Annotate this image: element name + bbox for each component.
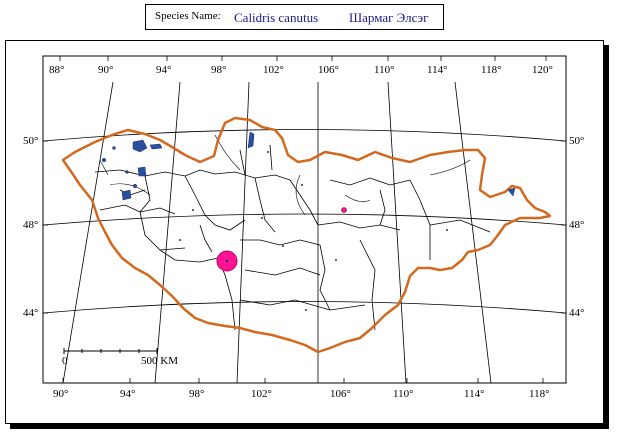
- lake-achit: [121, 189, 132, 201]
- lon-top-label: 102°: [263, 64, 284, 76]
- lat-right-label: 48°: [569, 219, 584, 231]
- lon-top-label: 118°: [481, 64, 502, 76]
- lat-left-label: 44°: [23, 307, 38, 319]
- lon-top-label: 120°: [532, 64, 553, 76]
- lat-right-label: 44°: [569, 307, 584, 319]
- lon-top-label: 106°: [318, 64, 339, 76]
- meridian-90: [62, 81, 114, 384]
- lon-bottom-label: 110°: [393, 388, 414, 400]
- settlements: [178, 150, 449, 312]
- meridian-106: [387, 81, 407, 384]
- lake-dot-1: [101, 157, 107, 163]
- lake-buir: [507, 187, 516, 197]
- lon-top-label: 94°: [156, 64, 171, 76]
- lake-dot-3: [125, 170, 129, 174]
- border-ticks: [43, 56, 566, 383]
- scale-end-label: 500 KM: [141, 355, 178, 367]
- lon-bottom-label: 98°: [189, 388, 204, 400]
- right-latitude-labels: 50° 48° 44°: [569, 135, 584, 319]
- lat-left-label: 48°: [23, 219, 38, 231]
- lake-small-north: [149, 143, 163, 150]
- lon-top-label: 90°: [98, 64, 113, 76]
- lon-top-label: 114°: [427, 64, 448, 76]
- species-name-box: Species Name: Calidris canutus Шармаг Эл…: [145, 4, 444, 30]
- scale-start-label: 0: [62, 355, 68, 367]
- lon-bottom-label: 94°: [120, 388, 135, 400]
- parallel-50: [42, 129, 567, 142]
- bottom-longitude-labels: 90° 94° 98° 102° 106° 110° 114° 118°: [53, 388, 550, 400]
- lat-right-label: 50°: [569, 135, 584, 147]
- occurrence-marker-small: [341, 207, 347, 213]
- lake-dot-2: [112, 146, 116, 150]
- parallel-48: [42, 213, 567, 226]
- lon-bottom-label: 90°: [53, 388, 68, 400]
- occurrence-center-dot: [225, 259, 229, 263]
- species-name-label: Species Name:: [155, 10, 221, 22]
- lon-bottom-label: 106°: [330, 388, 351, 400]
- top-longitude-labels: 88° 90° 94° 98° 102° 106° 110° 114° 118°…: [49, 64, 553, 76]
- country-border: [61, 116, 552, 354]
- species-latin-name: Calidris canutus: [234, 10, 319, 25]
- lon-bottom-label: 118°: [529, 388, 550, 400]
- rivers: [99, 134, 471, 216]
- graticule: [42, 81, 567, 384]
- lon-bottom-label: 102°: [251, 388, 272, 400]
- meridian-110: [454, 81, 492, 384]
- lon-top-label: 98°: [211, 64, 226, 76]
- lat-left-label: 50°: [23, 135, 38, 147]
- scale-bar: [63, 348, 158, 354]
- lon-top-label: 110°: [374, 64, 395, 76]
- lake-dot-4: [132, 183, 138, 189]
- lake-khuvsgul: [247, 131, 255, 149]
- parallel-44: [42, 301, 567, 314]
- lon-bottom-label: 114°: [464, 388, 485, 400]
- lon-top-label: 88°: [49, 64, 64, 76]
- map-area: [42, 55, 567, 384]
- left-latitude-labels: 50° 48° 44°: [23, 135, 38, 319]
- lakes: [101, 131, 516, 201]
- species-local-name: Шармаг Элсэг: [349, 10, 429, 25]
- lake-khar-us: [137, 166, 147, 177]
- lake-uvs: [132, 139, 148, 153]
- meridian-98: [236, 81, 250, 384]
